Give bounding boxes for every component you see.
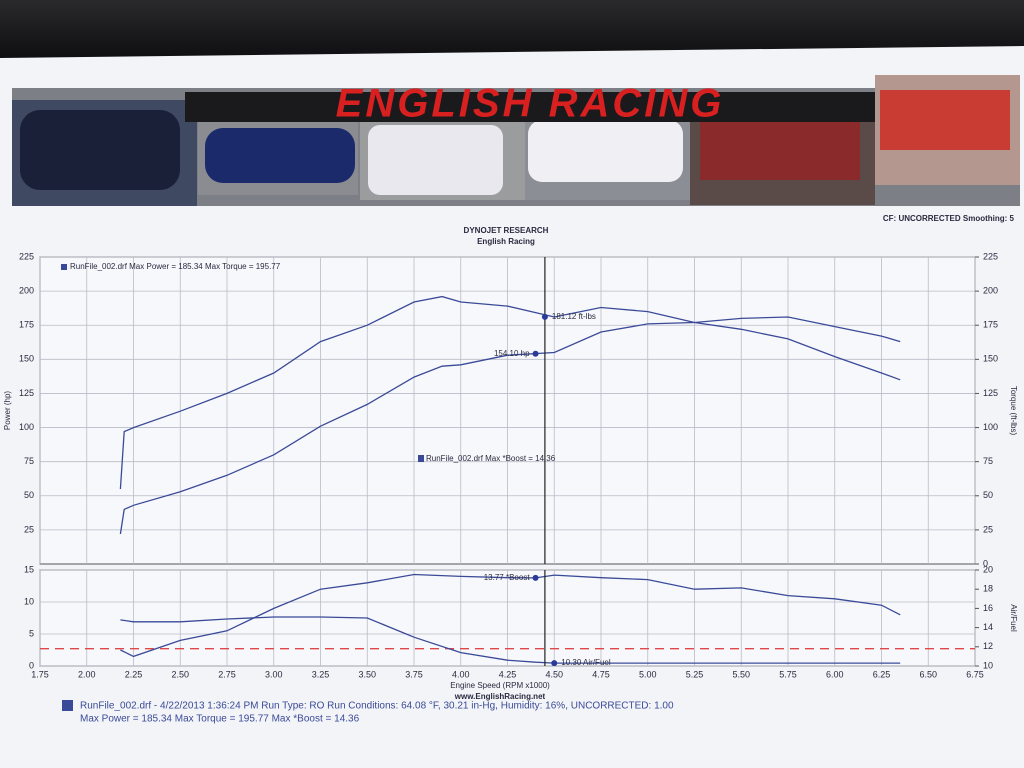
- y2-tick-label: 75: [983, 456, 993, 466]
- y-tick-label: 0: [29, 660, 34, 670]
- x-tick-label: 6.25: [873, 669, 891, 679]
- annotation-dot: [541, 313, 548, 320]
- x-tick-label: 5.75: [779, 669, 797, 679]
- y-tick-label: 75: [24, 456, 34, 466]
- x-tick-label: 6.00: [826, 669, 844, 679]
- annotation-dot: [532, 574, 539, 581]
- annotation: 13.77 *Boost: [484, 573, 531, 582]
- footer-line: RunFile_002.drf - 4/22/2013 1:36:24 PM R…: [80, 701, 674, 712]
- y-tick-label: 175: [19, 320, 34, 330]
- x-tick-label: 5.00: [639, 669, 657, 679]
- y2-axis-label: Torque (ft-lbs): [1009, 386, 1018, 436]
- chart-subtitle: English Racing: [477, 237, 535, 246]
- series-line: [119, 316, 901, 535]
- annotation-dot: [551, 660, 558, 667]
- x-tick-label: 3.00: [265, 669, 283, 679]
- y-tick-label: 15: [24, 564, 34, 574]
- y2-tick-label: 12: [983, 641, 993, 651]
- y2-tick-label: 25: [983, 524, 993, 534]
- y2-tick-label: 225: [983, 251, 998, 261]
- x-tick-label: 2.75: [218, 669, 236, 679]
- y2-tick-label: 16: [983, 603, 993, 613]
- annotation: 154.10 hp: [494, 349, 530, 358]
- annotation-dot: [532, 350, 539, 357]
- y2-tick-label: 150: [983, 354, 998, 364]
- y2-axis-label: Air/Fuel: [1009, 604, 1018, 632]
- series-line: [120, 616, 901, 664]
- x-tick-label: 4.25: [499, 669, 517, 679]
- url: www.EnglishRacing.net: [454, 692, 546, 701]
- banner: [12, 75, 1020, 206]
- annotation: 10.30 Air/Fuel: [561, 658, 611, 667]
- y-tick-label: 10: [24, 596, 34, 606]
- note-marker: [418, 455, 424, 462]
- y-tick-label: 5: [29, 628, 34, 638]
- y2-tick-label: 14: [983, 622, 993, 632]
- x-tick-label: 6.75: [966, 669, 984, 679]
- x-axis-label: Engine Speed (RPM x1000): [450, 681, 550, 690]
- footer-line: Max Power = 185.34 Max Torque = 195.77 M…: [80, 714, 360, 725]
- x-tick-label: 5.50: [732, 669, 750, 679]
- x-tick-label: 4.50: [545, 669, 563, 679]
- x-tick-label: 1.75: [31, 669, 49, 679]
- settings: CF: UNCORRECTED Smoothing: 5: [883, 214, 1015, 223]
- y-tick-label: 25: [24, 524, 34, 534]
- y2-tick-label: 50: [983, 490, 993, 500]
- x-tick-label: 4.00: [452, 669, 470, 679]
- y2-tick-label: 100: [983, 422, 998, 432]
- x-tick-label: 6.50: [919, 669, 937, 679]
- x-tick-label: 2.25: [125, 669, 143, 679]
- y2-tick-label: 125: [983, 388, 998, 398]
- y2-tick-label: 18: [983, 584, 993, 594]
- y2-tick-label: 10: [983, 660, 993, 670]
- chart-title: DYNOJET RESEARCH: [464, 226, 549, 235]
- footer-marker: [62, 700, 73, 711]
- y2-tick-label: 0: [983, 558, 988, 568]
- x-tick-label: 3.50: [358, 669, 376, 679]
- y-tick-label: 125: [19, 388, 34, 398]
- y-tick-label: 50: [24, 490, 34, 500]
- x-tick-label: 4.75: [592, 669, 610, 679]
- y-axis-label: Power (hp): [3, 391, 12, 430]
- banner-title: ENGLISH RACING: [336, 82, 725, 126]
- series-line: [119, 295, 901, 490]
- y-tick-label: 200: [19, 285, 34, 295]
- legend-text: RunFile_002.drf Max Power = 185.34 Max T…: [70, 262, 281, 271]
- series-line: [120, 573, 901, 658]
- y2-tick-label: 200: [983, 285, 998, 295]
- x-tick-label: 5.25: [686, 669, 704, 679]
- y2-tick-label: 20: [983, 564, 993, 574]
- x-tick-label: 2.00: [78, 669, 96, 679]
- x-tick-label: 2.50: [171, 669, 189, 679]
- y-tick-label: 225: [19, 251, 34, 261]
- legend-marker: [61, 264, 67, 270]
- y2-tick-label: 175: [983, 320, 998, 330]
- y-tick-label: 150: [19, 354, 34, 364]
- note: RunFile_002.drf Max *Boost = 14.36: [426, 454, 556, 463]
- annotation: 181.12 ft-lbs: [552, 312, 596, 321]
- x-tick-label: 3.75: [405, 669, 423, 679]
- x-tick-label: 3.25: [312, 669, 330, 679]
- y-tick-label: 100: [19, 422, 34, 432]
